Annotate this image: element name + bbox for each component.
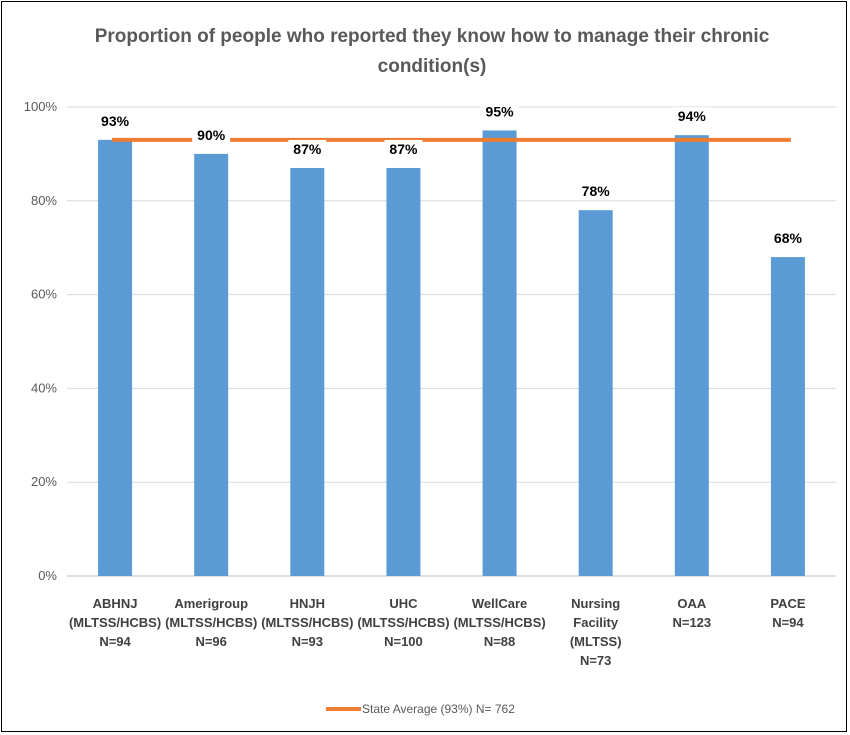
x-category-label: N=123 [672, 615, 711, 630]
bar [482, 130, 517, 576]
x-category-label: Amerigroup [174, 596, 248, 611]
x-category-label: N=100 [384, 634, 423, 649]
x-category-label: WellCare [472, 596, 527, 611]
data-label-background [672, 107, 711, 126]
x-category-label: PACE [770, 596, 805, 611]
bar [674, 135, 709, 576]
x-category-label: N=73 [580, 653, 611, 668]
x-category-label: Facility [573, 615, 619, 630]
legend-label-state-average: State Average (93%) N= 762 [362, 702, 515, 716]
y-tick-label: 60% [31, 287, 57, 302]
x-category-label: (MLTSS/HCBS) [453, 615, 545, 630]
x-category-label: (MLTSS/HCBS) [261, 615, 353, 630]
bar [98, 139, 133, 576]
y-tick-label: 40% [31, 380, 57, 395]
bar [770, 257, 805, 576]
data-label: 87% [389, 141, 418, 157]
x-category-label: (MLTSS/HCBS) [165, 615, 257, 630]
data-label-background [384, 139, 423, 158]
data-label: 94% [678, 108, 707, 124]
x-category-label: (MLTSS/HCBS) [69, 615, 161, 630]
x-category-label: UHC [389, 596, 418, 611]
data-label: 93% [101, 113, 130, 129]
data-label-background [576, 182, 615, 201]
data-label-background [480, 102, 519, 121]
bar [290, 167, 325, 576]
data-label: 78% [582, 183, 611, 199]
x-category-label: OAA [677, 596, 707, 611]
data-label-background [192, 125, 231, 144]
data-label: 90% [197, 127, 226, 143]
y-tick-label: 100% [24, 99, 58, 114]
data-label: 68% [774, 230, 803, 246]
bar [194, 153, 229, 576]
bar [578, 210, 613, 576]
chart-title: Proportion of people who reported they k… [94, 26, 770, 77]
data-label: 87% [293, 141, 322, 157]
data-label-background [768, 229, 807, 248]
data-label-background [96, 111, 135, 130]
y-tick-label: 80% [31, 193, 57, 208]
bar [386, 167, 421, 576]
x-category-label: N=88 [484, 634, 515, 649]
x-category-label: N=94 [772, 615, 804, 630]
x-category-label: N=94 [99, 634, 131, 649]
x-category-label: N=93 [292, 634, 323, 649]
data-label-background [288, 139, 327, 158]
y-tick-label: 20% [31, 474, 57, 489]
x-category-label: HNJH [290, 596, 325, 611]
x-category-label: (MLTSS) [570, 634, 622, 649]
x-category-label: (MLTSS/HCBS) [357, 615, 449, 630]
x-category-label: N=96 [195, 634, 226, 649]
data-label: 95% [486, 103, 515, 119]
x-category-label: ABHNJ [93, 596, 138, 611]
x-category-label: Nursing [571, 596, 620, 611]
y-tick-label: 0% [38, 568, 57, 583]
